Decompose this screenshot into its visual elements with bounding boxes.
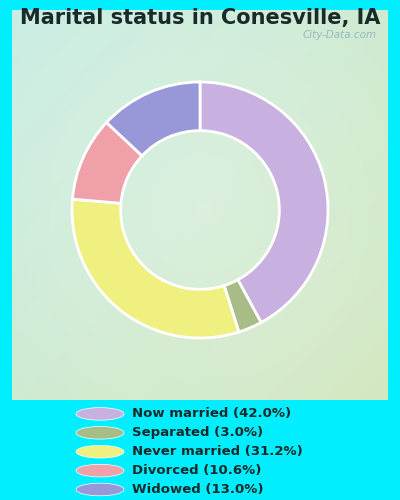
Text: City-Data.com: City-Data.com xyxy=(302,30,377,40)
Circle shape xyxy=(76,426,124,439)
Circle shape xyxy=(76,408,124,420)
Text: Never married (31.2%): Never married (31.2%) xyxy=(132,445,303,458)
Text: Marital status in Conesville, IA: Marital status in Conesville, IA xyxy=(20,8,380,28)
Circle shape xyxy=(76,464,124,477)
Text: Divorced (10.6%): Divorced (10.6%) xyxy=(132,464,261,477)
Wedge shape xyxy=(72,122,142,204)
Circle shape xyxy=(76,446,124,458)
Text: Now married (42.0%): Now married (42.0%) xyxy=(132,408,291,420)
Wedge shape xyxy=(106,82,200,156)
Wedge shape xyxy=(200,82,328,322)
Wedge shape xyxy=(224,280,261,332)
Text: Widowed (13.0%): Widowed (13.0%) xyxy=(132,483,264,496)
Text: Separated (3.0%): Separated (3.0%) xyxy=(132,426,263,440)
Wedge shape xyxy=(72,199,239,338)
Circle shape xyxy=(76,483,124,496)
